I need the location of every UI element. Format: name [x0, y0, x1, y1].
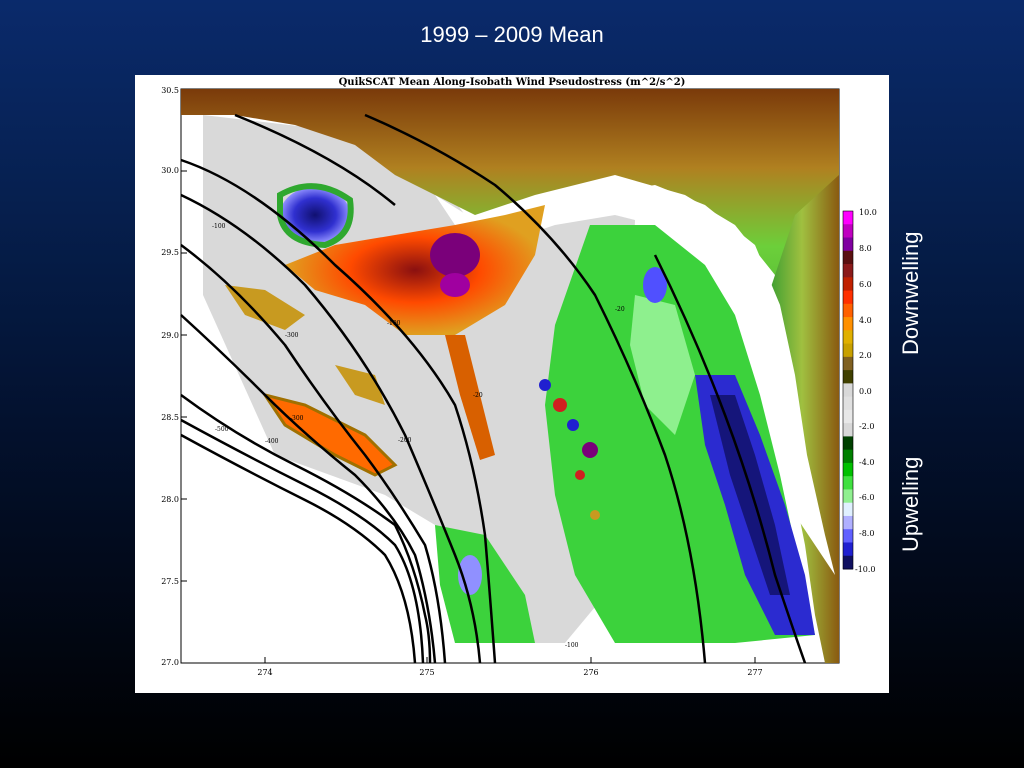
colorbar-swatch	[843, 529, 853, 543]
colorbar-swatch	[843, 462, 853, 477]
colorbar-swatch	[843, 370, 853, 384]
colorbar-swatch	[843, 555, 853, 570]
lon-tick-label: 275	[419, 668, 434, 677]
colorbar-swatch	[843, 290, 853, 305]
slide-title: 1999 – 2009 Mean	[420, 22, 604, 47]
colorbar-tick-label: -8.0	[859, 529, 874, 538]
isobath-label: -200	[398, 437, 412, 444]
isobath-label: -20	[615, 306, 625, 313]
speckle-zone	[539, 379, 600, 520]
lat-tick-label: 29.5	[161, 248, 179, 257]
colorbar-swatch	[843, 436, 853, 451]
colorbar-swatch	[843, 211, 853, 225]
isobath-labels: -100 -300 -300 -200 -500 -400 -20 -100 -…	[212, 223, 625, 649]
lon-tick-label: 274	[257, 668, 272, 677]
colorbar-swatch	[843, 542, 853, 557]
colorbar-swatch	[843, 449, 853, 464]
colorbar-swatch	[843, 383, 853, 398]
colorbar-swatch	[843, 515, 853, 530]
colorbar-swatch	[843, 502, 853, 517]
colorbar-swatch	[843, 476, 853, 490]
colorbar	[842, 210, 854, 570]
colorbar-tick-label: 10.0	[859, 208, 877, 217]
lat-axis: 30.5 30.0 29.5 29.0 28.5 28.0 27.5 27.0	[161, 86, 179, 667]
lon-tick-label: 277	[747, 668, 762, 677]
colorbar-swatch	[843, 317, 853, 331]
colorbar-tick-label: -2.0	[859, 422, 874, 431]
lat-tick-label: 27.5	[161, 577, 179, 586]
lat-tick-label: 27.0	[161, 658, 179, 667]
colorbar-swatch	[843, 356, 853, 371]
colorbar-ticks: 10.0 8.0 6.0 4.0 2.0 0.0 -2.0 -4.0 -6.0 …	[855, 208, 877, 574]
colorbar-tick-label: -6.0	[859, 493, 874, 502]
isobath-label: -400	[265, 438, 279, 445]
colorbar-tick-label: -4.0	[859, 458, 874, 467]
colorbar-border	[842, 210, 854, 570]
isobath-label: -100	[212, 223, 226, 230]
isobath-label: -500	[215, 426, 229, 433]
isobath-label: -300	[290, 415, 304, 422]
colorbar-tick-label: 6.0	[859, 280, 872, 289]
colorbar-swatch	[843, 409, 853, 424]
colorbar-tick-label: 8.0	[859, 244, 872, 253]
colorbar-swatch	[843, 250, 853, 265]
axis-ticks	[181, 170, 756, 663]
lat-tick-label: 28.0	[161, 495, 179, 504]
colorbar-swatch	[843, 303, 853, 318]
wind-stress-map-figure: QuikSCAT Mean Along-Isobath Wind Pseudos…	[135, 75, 889, 693]
colorbar-swatch	[843, 489, 853, 504]
isobath-label: -300	[285, 332, 299, 339]
map-svg: 30.5 30.0 29.5 29.0 28.5 28.0 27.5 27.0 …	[161, 86, 877, 677]
lat-tick-label: 30.5	[161, 86, 179, 95]
colorbar-swatch	[843, 224, 853, 239]
colorbar-tick-label: 2.0	[859, 351, 872, 360]
isobath-label: -100	[387, 320, 401, 327]
lat-tick-label: 30.0	[161, 166, 179, 175]
downwelling-region	[285, 205, 545, 335]
lat-tick-label: 29.0	[161, 331, 179, 340]
colorbar-swatch	[843, 343, 853, 358]
lon-axis: 274 275 276 277	[257, 668, 762, 677]
colorbar-swatch	[843, 277, 853, 292]
colorbar-swatch	[843, 264, 853, 278]
upwelling-label: Upwelling	[898, 456, 923, 552]
downwelling-label: Downwelling	[898, 231, 923, 355]
colorbar-swatch	[843, 396, 853, 411]
isobath-label: -100	[565, 642, 579, 649]
colorbar-swatch	[843, 237, 853, 252]
colorbar-swatch	[843, 330, 853, 345]
lat-tick-label: 28.5	[161, 413, 179, 422]
colorbar-tick-label: 4.0	[859, 316, 872, 325]
map-title: QuikSCAT Mean Along-Isobath Wind Pseudos…	[338, 77, 686, 88]
land-north	[181, 89, 839, 405]
isobath-lines	[180, 113, 807, 664]
lon-tick-label: 276	[583, 668, 598, 677]
isobath-label: -20	[473, 392, 483, 399]
colorbar-tick-label: -10.0	[855, 565, 876, 574]
colorbar-swatch	[843, 423, 853, 437]
map-plot-area	[180, 88, 840, 664]
colorbar-tick-label: 0.0	[859, 387, 872, 396]
